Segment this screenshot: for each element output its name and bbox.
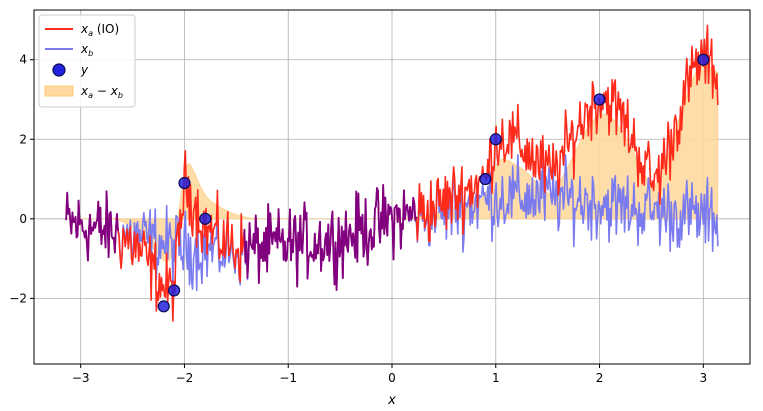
y-tick-label: 0	[19, 212, 27, 226]
series-overlap-line	[65, 184, 418, 291]
observation-point	[593, 93, 606, 106]
x-tick-label: 0	[388, 371, 396, 385]
observation-point	[479, 172, 492, 186]
x-axis-label: x	[387, 393, 396, 408]
x-axis-ticks: −3 −2 −1 0 1 2 3	[72, 364, 707, 385]
x-tick-label: 1	[492, 371, 500, 385]
legend-label-y: y	[80, 63, 89, 77]
observation-point	[489, 133, 502, 146]
y-tick-label: −2	[9, 291, 27, 305]
legend-label-xb: xb	[80, 42, 93, 58]
x-tick-label: 3	[699, 371, 707, 385]
legend-label-xa: xa (IO)	[80, 22, 119, 38]
observation-point	[697, 53, 710, 66]
legend-swatch-diff	[44, 85, 74, 97]
legend-label-diff: xa − xb	[80, 84, 123, 100]
y-tick-label: 4	[19, 53, 27, 67]
x-tick-label: −1	[279, 371, 297, 385]
x-tick-label: −3	[72, 371, 90, 385]
x-tick-label: 2	[596, 371, 604, 385]
overlap-path	[65, 184, 418, 291]
observation-point	[167, 284, 181, 297]
y-tick-label: 2	[19, 132, 27, 146]
observation-point	[157, 300, 170, 313]
observation-points	[157, 53, 710, 313]
observation-point	[178, 176, 191, 190]
legend: xa (IO) xb y xa − xb	[38, 14, 136, 108]
x-tick-label: −2	[176, 371, 194, 385]
legend-box	[38, 14, 136, 108]
y-axis-ticks: −2 0 2 4	[9, 53, 34, 305]
observation-point	[199, 212, 212, 225]
legend-swatch-y	[52, 63, 66, 77]
